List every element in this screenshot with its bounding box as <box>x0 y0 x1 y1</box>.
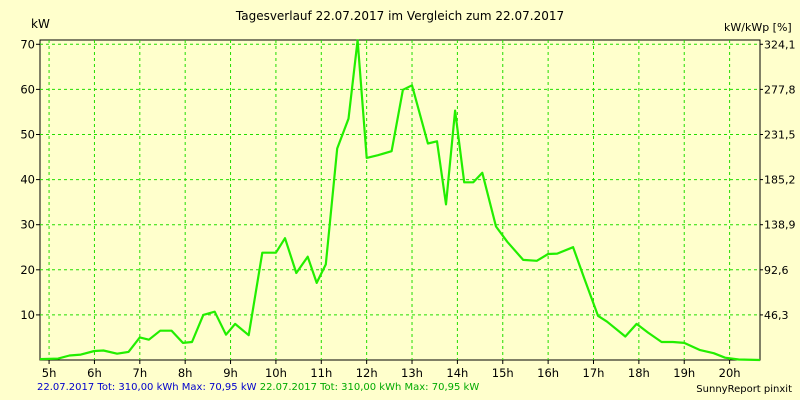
footer-summary-green: 22.07.2017 Tot: 310,00 kWh Max: 70,95 kW <box>259 382 480 393</box>
x-tick-label: 5h <box>42 366 57 380</box>
footer-summary-blue: 22.07.2017 Tot: 310,00 kWh Max: 70,95 kW <box>37 382 257 393</box>
y-tick-label: 60 <box>20 82 35 96</box>
series-line <box>39 39 761 362</box>
y2-tick-label: 324,1 <box>764 38 796 51</box>
x-tick-label: 10h <box>265 366 287 380</box>
y-tick-label: 70 <box>20 37 35 51</box>
y2-tick-label: 92,6 <box>764 264 789 277</box>
y-tick-label: 20 <box>20 263 35 277</box>
y-axis-label-right: kW/kWp [%] <box>724 21 792 34</box>
footer-summary: 22.07.2017 Tot: 310,00 kWh Max: 70,95 kW… <box>37 382 479 393</box>
x-tick-label: 18h <box>628 366 650 380</box>
x-tick-label: 12h <box>356 366 378 380</box>
x-tick-label: 13h <box>401 366 423 380</box>
plot-frame <box>39 39 761 361</box>
y2-tick-label: 277,8 <box>764 83 796 96</box>
x-tick-label: 15h <box>492 366 514 380</box>
footer-credit: SunnyReport pinxit <box>696 384 792 395</box>
y-tick-label: 50 <box>20 127 35 141</box>
y-tick-label: 10 <box>20 308 35 322</box>
y2-tick-label: 138,9 <box>764 219 796 232</box>
x-tick-label: 19h <box>673 366 695 380</box>
chart-title: Tagesverlauf 22.07.2017 im Vergleich zum… <box>235 9 565 23</box>
y2-tick-label: 185,2 <box>764 174 796 187</box>
y-axis-label-left: kW <box>31 17 50 31</box>
x-tick-label: 20h <box>719 366 741 380</box>
y-tick-label: 40 <box>20 173 35 187</box>
x-tick-label: 6h <box>87 366 102 380</box>
x-tick-label: 7h <box>133 366 148 380</box>
x-tick-label: 11h <box>310 366 332 380</box>
y-tick-label: 30 <box>20 218 35 232</box>
y2-tick-label: 231,5 <box>764 128 796 141</box>
x-tick-label: 17h <box>583 366 605 380</box>
y2-tick-label: 46,3 <box>764 309 789 322</box>
x-tick-label: 16h <box>537 366 559 380</box>
x-tick-label: 8h <box>178 366 193 380</box>
x-tick-label: 14h <box>446 366 468 380</box>
x-tick-label: 9h <box>223 366 238 380</box>
